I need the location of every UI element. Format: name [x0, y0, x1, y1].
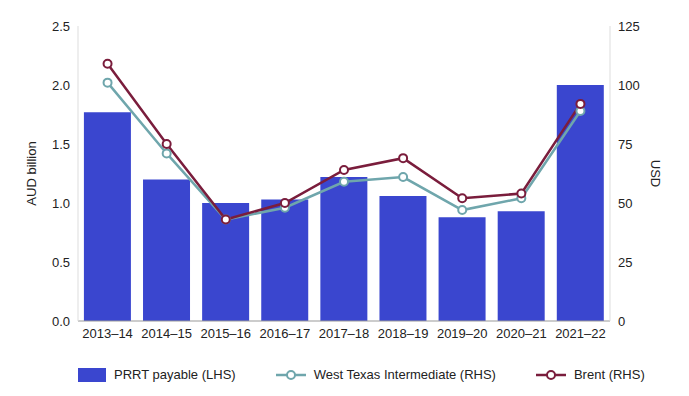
svg-text:2018–19: 2018–19: [378, 326, 429, 341]
svg-text:2020–21: 2020–21: [496, 326, 547, 341]
svg-text:0.5: 0.5: [52, 255, 70, 270]
html-text:PRRT payable (LHS): PRRT payable (LHS): [114, 367, 236, 382]
svg-text:100: 100: [618, 78, 640, 93]
svg-text:125: 125: [618, 19, 640, 34]
svg-text:2014–15: 2014–15: [141, 326, 192, 341]
svg-text:0.0: 0.0: [52, 314, 70, 329]
svg-text:2019–20: 2019–20: [437, 326, 488, 341]
svg-text:0: 0: [618, 314, 625, 329]
svg-text:75: 75: [618, 137, 632, 152]
svg-text:1.5: 1.5: [52, 137, 70, 152]
svg-text:2016–17: 2016–17: [260, 326, 311, 341]
svg-text:USD: USD: [648, 160, 663, 187]
svg-text:2.0: 2.0: [52, 78, 70, 93]
svg-text:2015–16: 2015–16: [200, 326, 251, 341]
svg-text:2.5: 2.5: [52, 19, 70, 34]
html-text:Brent (RHS): Brent (RHS): [574, 367, 645, 382]
svg-text:AUD billion: AUD billion: [24, 141, 39, 205]
svg-text:25: 25: [618, 255, 632, 270]
html-text:West Texas Intermediate (RHS): West Texas Intermediate (RHS): [313, 367, 496, 382]
svg-text:2017–18: 2017–18: [319, 326, 370, 341]
svg-text:2013–14: 2013–14: [82, 326, 133, 341]
svg-text:1.0: 1.0: [52, 196, 70, 211]
svg-text:50: 50: [618, 196, 632, 211]
svg-text:2021–22: 2021–22: [555, 326, 606, 341]
